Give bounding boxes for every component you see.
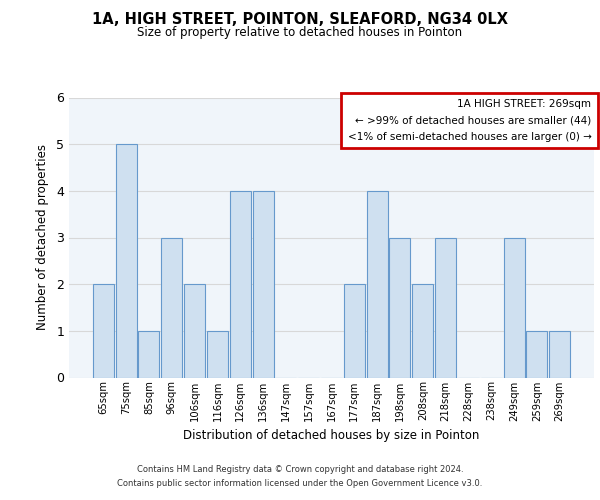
Bar	[435, 238, 456, 378]
Bar	[367, 191, 388, 378]
Text: 1A, HIGH STREET, POINTON, SLEAFORD, NG34 0LX: 1A, HIGH STREET, POINTON, SLEAFORD, NG34…	[92, 12, 508, 28]
Bar	[253, 191, 274, 378]
Bar	[503, 238, 524, 378]
X-axis label: Distribution of detached houses by size in Pointon: Distribution of detached houses by size …	[184, 429, 479, 442]
Bar	[139, 331, 160, 378]
Bar	[207, 331, 228, 378]
Bar	[230, 191, 251, 378]
Bar	[116, 144, 137, 378]
Bar	[526, 331, 547, 378]
Y-axis label: Number of detached properties: Number of detached properties	[36, 144, 49, 330]
Bar	[184, 284, 205, 378]
Text: Size of property relative to detached houses in Pointon: Size of property relative to detached ho…	[137, 26, 463, 39]
Bar	[389, 238, 410, 378]
Text: Contains HM Land Registry data © Crown copyright and database right 2024.
Contai: Contains HM Land Registry data © Crown c…	[118, 466, 482, 487]
Bar	[344, 284, 365, 378]
Bar	[161, 238, 182, 378]
Text: 1A HIGH STREET: 269sqm
← >99% of detached houses are smaller (44)
<1% of semi-de: 1A HIGH STREET: 269sqm ← >99% of detache…	[347, 99, 592, 142]
Bar	[412, 284, 433, 378]
Bar	[549, 331, 570, 378]
Bar	[93, 284, 114, 378]
